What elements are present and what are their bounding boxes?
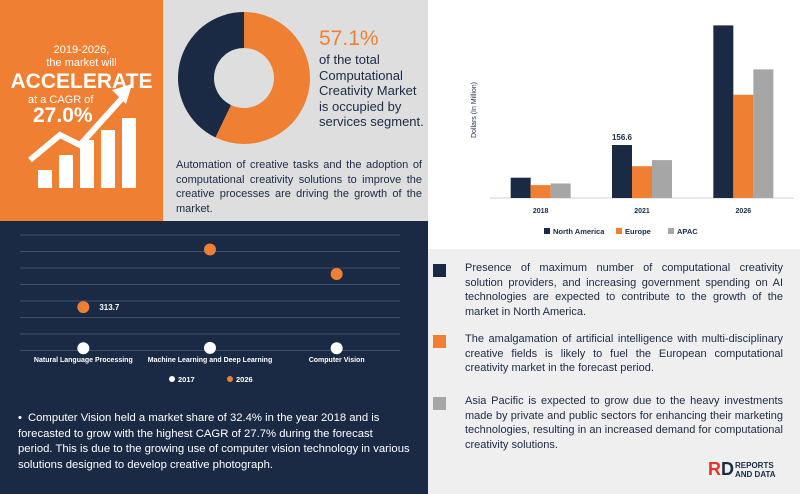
period-label: 2019-2026,	[53, 44, 110, 56]
dot-legend-label: 2017	[178, 375, 195, 384]
bar-chart-svg: Dollars (In Million) 2018 2021 2026 156.6 …	[471, 25, 794, 236]
dot-legend-marker	[227, 376, 233, 382]
reports-and-data-logo: RD REPORTS AND DATA	[708, 459, 792, 483]
donut-other-segment	[178, 12, 244, 138]
services-share-panel	[163, 0, 428, 221]
legend-swatch	[616, 228, 622, 234]
services-donut-chart	[178, 12, 310, 144]
bar-north-america-2021	[612, 144, 632, 198]
bar-europe-2026	[733, 94, 754, 198]
market-driver-text: Automation of creative tasks and the ado…	[176, 159, 422, 215]
regional-bar-chart: Dollars (In Million) 2018 2021 2026 156.6 …	[464, 0, 800, 249]
cagr-panel: 2019-2026, the market will ACCELERATE at…	[0, 0, 163, 221]
bar-europe-2021	[632, 166, 652, 198]
solutions-panel: Natural Language Processing Machine Learn…	[0, 221, 428, 494]
legend-swatch	[544, 228, 550, 234]
logo-mark: RD	[708, 459, 734, 479]
bar-category-label: 2021	[634, 208, 650, 215]
dot-legend-marker	[169, 376, 175, 382]
legend-swatch	[668, 228, 674, 234]
bullet-text: Computer Vision held a market share of 3…	[18, 412, 410, 471]
cagr-value: 27.0%	[33, 104, 93, 127]
dot-category-label: Natural Language Processing	[34, 357, 133, 364]
services-share-percent: 57.1%	[319, 27, 379, 50]
dot-category-label: Machine Learning and Deep Learning	[148, 357, 272, 364]
dot-category-label: Computer Vision	[309, 357, 365, 364]
cagr-label: at a CAGR of	[28, 94, 94, 106]
accelerate-heading: ACCELERATE	[10, 70, 153, 93]
north-america-insight: Presence of maximum number of computatio…	[465, 262, 783, 318]
dot-2026-1	[204, 243, 216, 256]
logo-name: REPORTS AND DATA	[735, 461, 776, 479]
bar-apac-2018	[550, 183, 571, 198]
bar-apac-2021	[652, 160, 672, 198]
bar-y-axis-label: Dollars (In Million)	[471, 82, 478, 138]
dot-legend-label: 2026	[236, 375, 253, 384]
period-sub-label: the market will	[46, 57, 117, 69]
dot-data-label: 313.7	[99, 303, 120, 312]
regional-insights-panel	[428, 249, 800, 494]
bar-europe-2018	[530, 185, 551, 198]
computer-vision-bullet: • Computer Vision held a market share of …	[18, 411, 410, 473]
logo-line-1: REPORTS	[735, 461, 774, 470]
bar-data-label: 156.6	[612, 133, 633, 142]
forecast-period-text: 2019-2026, the market will	[0, 44, 163, 70]
apac-insight: Asia Pacific is expected to grow due to …	[465, 395, 783, 451]
europe-swatch	[433, 335, 446, 348]
apac-swatch	[433, 397, 446, 410]
services-share-text: of the total Computational Creativity Ma…	[319, 52, 424, 129]
logo-line-2: AND DATA	[735, 470, 776, 479]
europe-insight: The amalgamation of artificial intellige…	[465, 333, 783, 374]
bar-apac-2026	[753, 69, 774, 198]
bar-legend-label: APAC	[677, 227, 698, 236]
bullet-marker: •	[18, 412, 22, 424]
dot-2026-0	[77, 301, 90, 314]
growth-chart-icon	[28, 84, 136, 188]
donut-services-segment	[215, 12, 310, 144]
dot-2017-2	[330, 342, 343, 355]
north-america-swatch	[433, 264, 446, 277]
bar-category-label: 2026	[736, 208, 752, 215]
dot-2026-2	[330, 268, 343, 280]
dot-2017-0	[77, 342, 90, 355]
bar-category-label: 2018	[533, 208, 549, 215]
bar-north-america-2026	[713, 25, 734, 199]
bar-legend-label: Europe	[625, 227, 651, 236]
bar-north-america-2018	[510, 177, 531, 198]
dot-2017-1	[204, 341, 216, 354]
bar-legend-label: North America	[553, 227, 605, 236]
solutions-dot-chart: Natural Language Processing Machine Learn…	[20, 234, 400, 384]
